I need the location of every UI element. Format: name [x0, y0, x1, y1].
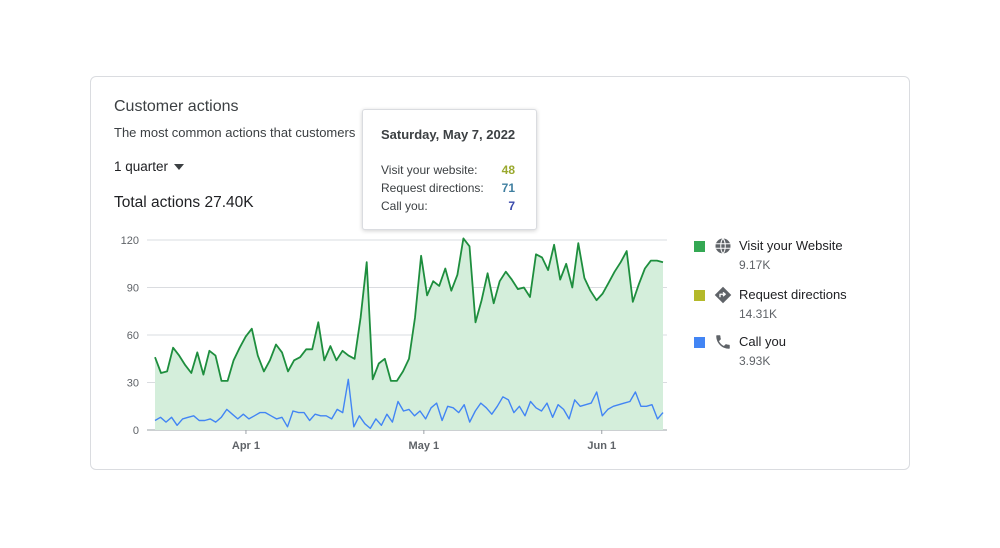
directions-icon [714, 286, 732, 304]
globe-icon [715, 238, 731, 254]
caret-down-icon [174, 163, 185, 170]
tooltip-label: Call you: [381, 199, 428, 213]
card-subtitle: The most common actions that customers [114, 125, 356, 140]
legend-label: Call you [739, 334, 786, 349]
legend-label: Request directions [739, 287, 847, 302]
tooltip-row-calls: Call you: 7 [381, 199, 515, 213]
series-area [155, 238, 663, 430]
legend-item-directions[interactable]: Request directions 14.31K [694, 286, 894, 326]
legend-swatch [694, 241, 705, 252]
y-tick-label: 60 [127, 330, 139, 342]
total-actions: Total actions 27.40K [114, 194, 254, 211]
legend-item-calls[interactable]: Call you 3.93K [694, 333, 894, 373]
y-tick-label: 120 [121, 235, 139, 247]
y-tick-label: 90 [127, 283, 139, 295]
tooltip-value: 7 [508, 199, 515, 213]
y-tick-label: 0 [133, 425, 139, 437]
legend-swatch [694, 290, 705, 301]
tooltip-label: Visit your website: [381, 163, 478, 177]
tooltip-value: 48 [501, 163, 515, 177]
x-tick-label: Jun 1 [587, 440, 616, 452]
range-label: 1 quarter [114, 159, 169, 174]
y-tick-label: 30 [127, 378, 139, 390]
phone-icon [716, 335, 730, 349]
legend-item-website[interactable]: Visit your Website 9.17K [694, 237, 894, 277]
legend-swatch [694, 337, 705, 348]
tooltip-label: Request directions: [381, 181, 484, 195]
legend-value: 9.17K [739, 258, 771, 272]
tooltip-value: 71 [501, 181, 515, 195]
x-tick-label: May 1 [409, 440, 440, 452]
legend-value: 14.31K [739, 307, 778, 321]
tooltip-row-website: Visit your website: 48 [381, 163, 515, 177]
legend-label: Visit your Website [739, 238, 843, 253]
series-line [154, 378, 664, 430]
tooltip-row-directions: Request directions: 71 [381, 181, 515, 195]
series-line [154, 237, 664, 382]
legend-value: 3.93K [739, 354, 771, 368]
range-dropdown[interactable]: 1 quarter [114, 159, 185, 174]
x-tick-label: Apr 1 [232, 440, 260, 452]
card-title: Customer actions [114, 98, 239, 115]
tooltip-date: Saturday, May 7, 2022 [381, 127, 516, 142]
chart-tooltip: Saturday, May 7, 2022 Visit your website… [362, 109, 537, 230]
